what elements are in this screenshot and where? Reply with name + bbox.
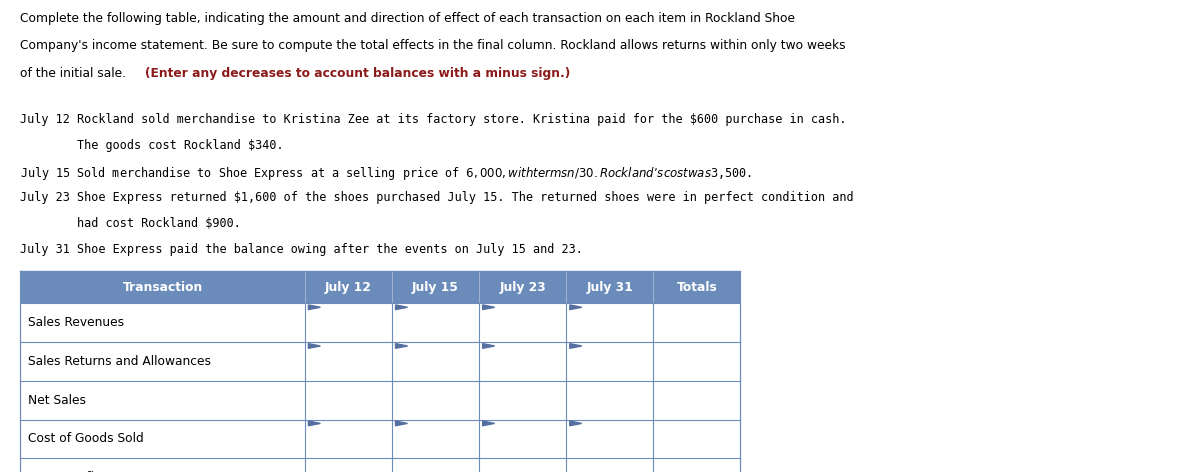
Text: July 15: July 15 — [412, 281, 458, 294]
Bar — [20, 420, 740, 458]
Polygon shape — [308, 344, 320, 348]
Text: July 15 Sold merchandise to Shoe Express at a selling price of $6,000, with term: July 15 Sold merchandise to Shoe Express… — [20, 165, 752, 182]
Polygon shape — [396, 305, 408, 310]
Text: July 23 Shoe Express returned $1,600 of the shoes purchased July 15. The returne: July 23 Shoe Express returned $1,600 of … — [20, 191, 854, 204]
Bar — [20, 458, 740, 472]
Polygon shape — [482, 305, 494, 310]
Text: Transaction: Transaction — [122, 281, 203, 294]
Bar — [20, 381, 740, 420]
Polygon shape — [482, 421, 494, 426]
Polygon shape — [570, 305, 582, 310]
Text: The goods cost Rockland $340.: The goods cost Rockland $340. — [20, 139, 284, 152]
Text: Gross Profit: Gross Profit — [28, 471, 98, 472]
Polygon shape — [396, 421, 408, 426]
Bar — [20, 303, 740, 342]
Bar — [20, 342, 740, 381]
Text: Sales Returns and Allowances: Sales Returns and Allowances — [28, 355, 211, 368]
Polygon shape — [308, 421, 320, 426]
Text: July 12 Rockland sold merchandise to Kristina Zee at its factory store. Kristina: July 12 Rockland sold merchandise to Kri… — [20, 113, 847, 126]
Bar — [20, 271, 740, 303]
Text: of the initial sale.: of the initial sale. — [20, 67, 131, 80]
Text: (Enter any decreases to account balances with a minus sign.): (Enter any decreases to account balances… — [145, 67, 570, 80]
Text: Complete the following table, indicating the amount and direction of effect of e: Complete the following table, indicating… — [20, 12, 796, 25]
Text: Company's income statement. Be sure to compute the total effects in the final co: Company's income statement. Be sure to c… — [20, 39, 846, 52]
Text: had cost Rockland $900.: had cost Rockland $900. — [20, 217, 241, 230]
Text: Sales Revenues: Sales Revenues — [28, 316, 124, 329]
Text: July 31 Shoe Express paid the balance owing after the events on July 15 and 23.: July 31 Shoe Express paid the balance ow… — [20, 243, 583, 256]
Text: Totals: Totals — [677, 281, 718, 294]
Text: July 12: July 12 — [325, 281, 372, 294]
Polygon shape — [396, 344, 408, 348]
Polygon shape — [308, 305, 320, 310]
Polygon shape — [570, 344, 582, 348]
Text: Cost of Goods Sold: Cost of Goods Sold — [28, 432, 143, 446]
Text: Net Sales: Net Sales — [28, 394, 85, 407]
Polygon shape — [482, 344, 494, 348]
Text: July 23: July 23 — [499, 281, 546, 294]
Polygon shape — [570, 421, 582, 426]
Text: July 31: July 31 — [587, 281, 634, 294]
